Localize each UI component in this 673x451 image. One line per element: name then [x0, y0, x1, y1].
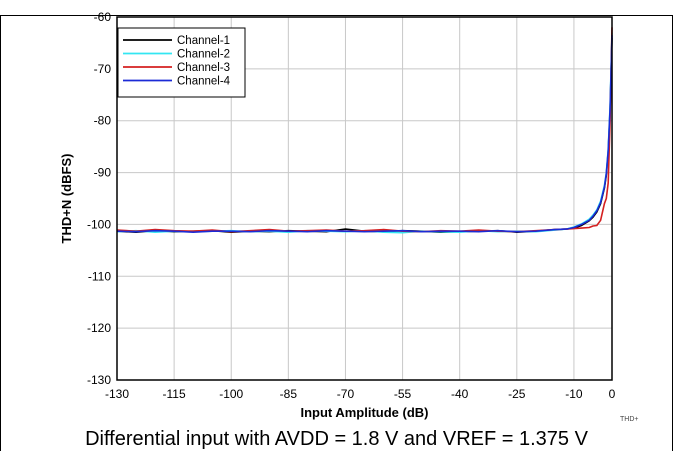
y-tick-label: -110: [88, 269, 111, 283]
x-tick-label: -100: [219, 387, 243, 401]
y-tick-label: -80: [94, 114, 112, 128]
x-tick-label: -70: [337, 387, 355, 401]
y-tick-label: -90: [94, 166, 112, 180]
x-tick-label: -115: [163, 387, 186, 401]
figure-caption: Differential input with AVDD = 1.8 V and…: [85, 428, 588, 450]
legend-label: Channel-4: [177, 76, 231, 88]
x-tick-label: -55: [394, 387, 412, 401]
y-tick-label: -70: [94, 62, 112, 76]
series-lines: [116, 27, 613, 234]
y-tick-label: -120: [87, 321, 111, 335]
y-axis-label: THD+N (dBFS): [59, 154, 74, 244]
x-tick-label: -40: [451, 387, 469, 401]
top-border: [0, 15, 673, 16]
x-axis-label: Input Amplitude (dB): [300, 405, 428, 420]
figure-id: THD+: [620, 416, 638, 423]
x-tick-label: -130: [105, 387, 129, 401]
y-tick-label: -60: [94, 10, 112, 24]
legend-label: Channel-1: [177, 35, 230, 47]
x-tick-label: -85: [280, 387, 298, 401]
y-tick-label: -130: [87, 373, 111, 387]
tick-labels: -130 -115 -100 -85 -70 -55 -40 -25 -10 0-60-70-80…: [87, 10, 616, 401]
legend-label: Channel-3: [177, 62, 230, 74]
x-tick-label: 0: [609, 387, 616, 401]
plot-area-border: [116, 16, 613, 381]
x-tick-label: -25: [508, 387, 526, 401]
series-line-channel-4: [116, 35, 613, 233]
legend-label: Channel-2: [177, 49, 230, 61]
x-tick-label: -10: [565, 387, 583, 401]
y-tick-label: -100: [87, 217, 111, 231]
left-border: [0, 15, 1, 451]
